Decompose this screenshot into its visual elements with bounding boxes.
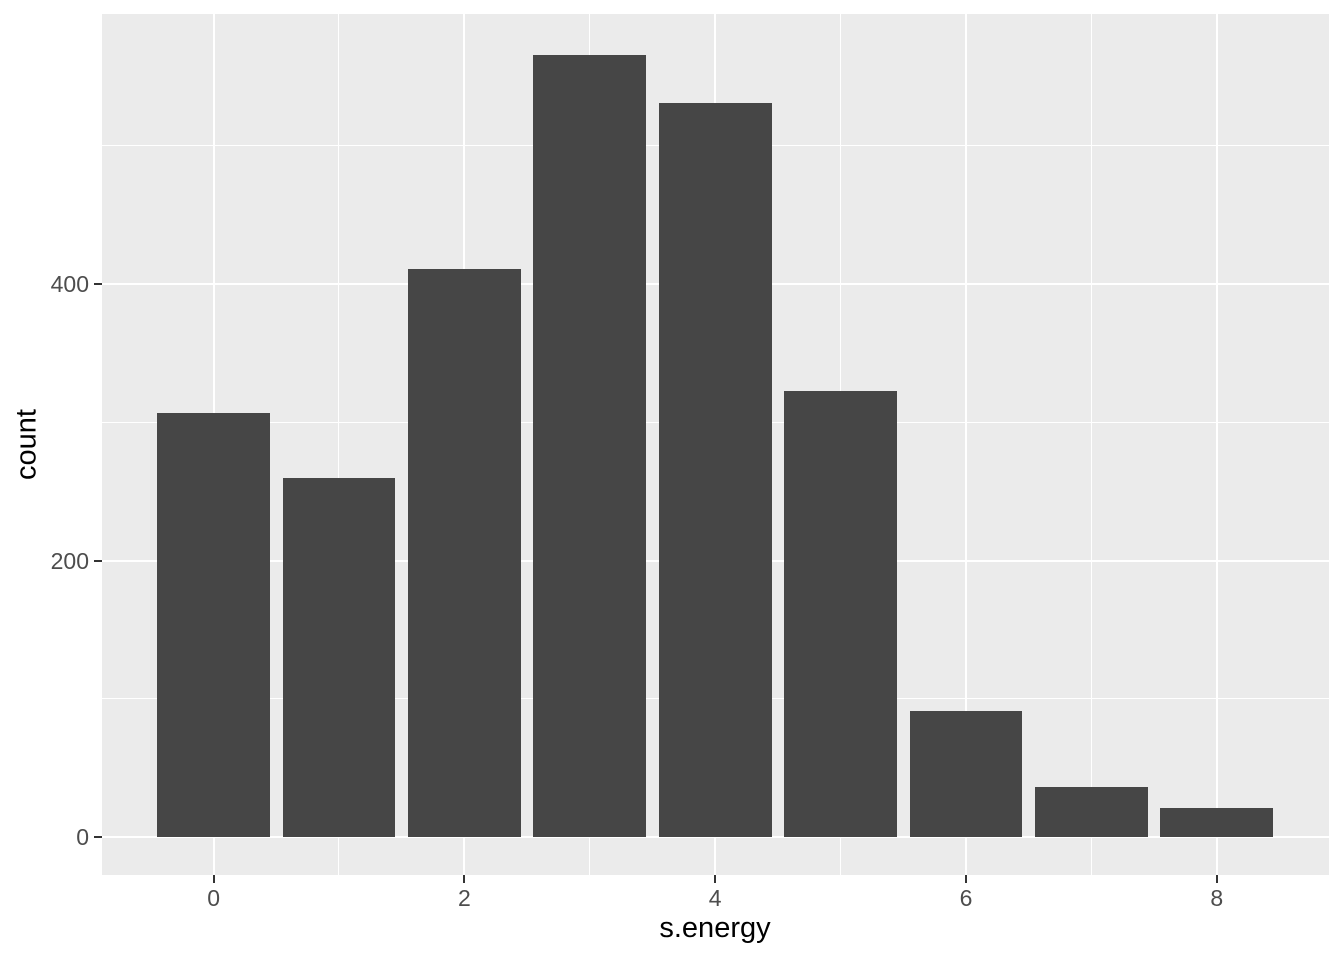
- histogram-bar: [157, 412, 271, 837]
- histogram-bar: [533, 54, 647, 837]
- x-axis-tick-label: 4: [708, 885, 722, 911]
- x-minor-gridline: [1090, 14, 1092, 875]
- y-tick-mark: [94, 559, 102, 562]
- y-axis-tick-label: 200: [50, 547, 89, 574]
- x-axis-tick-label: 2: [457, 885, 471, 911]
- histogram-bar: [658, 103, 772, 837]
- y-tick-mark: [94, 283, 102, 286]
- x-axis-tick-label: 8: [1210, 885, 1224, 911]
- x-axis-title: s.energy: [659, 912, 771, 944]
- x-minor-gridline: [338, 14, 340, 875]
- x-tick-mark: [1215, 875, 1218, 883]
- histogram-bar: [1034, 787, 1148, 837]
- histogram-bar: [282, 477, 396, 837]
- x-tick-mark: [714, 875, 717, 883]
- x-major-gridline: [1215, 14, 1218, 875]
- histogram-bar: [407, 268, 521, 837]
- histogram-bar: [1160, 807, 1274, 837]
- plot-panel: [102, 14, 1329, 875]
- x-tick-mark: [463, 875, 466, 883]
- x-tick-mark: [212, 875, 215, 883]
- x-major-gridline: [964, 14, 967, 875]
- y-axis-tick-label: 0: [76, 823, 89, 850]
- histogram-bar: [909, 711, 1023, 837]
- y-axis-tick-label: 400: [50, 271, 89, 298]
- histogram-bar: [784, 390, 897, 837]
- y-tick-mark: [94, 835, 102, 838]
- x-tick-mark: [964, 875, 967, 883]
- x-axis-tick-label: 6: [959, 885, 973, 911]
- x-axis-tick-label: 0: [207, 885, 220, 911]
- y-axis-title: count: [10, 409, 43, 480]
